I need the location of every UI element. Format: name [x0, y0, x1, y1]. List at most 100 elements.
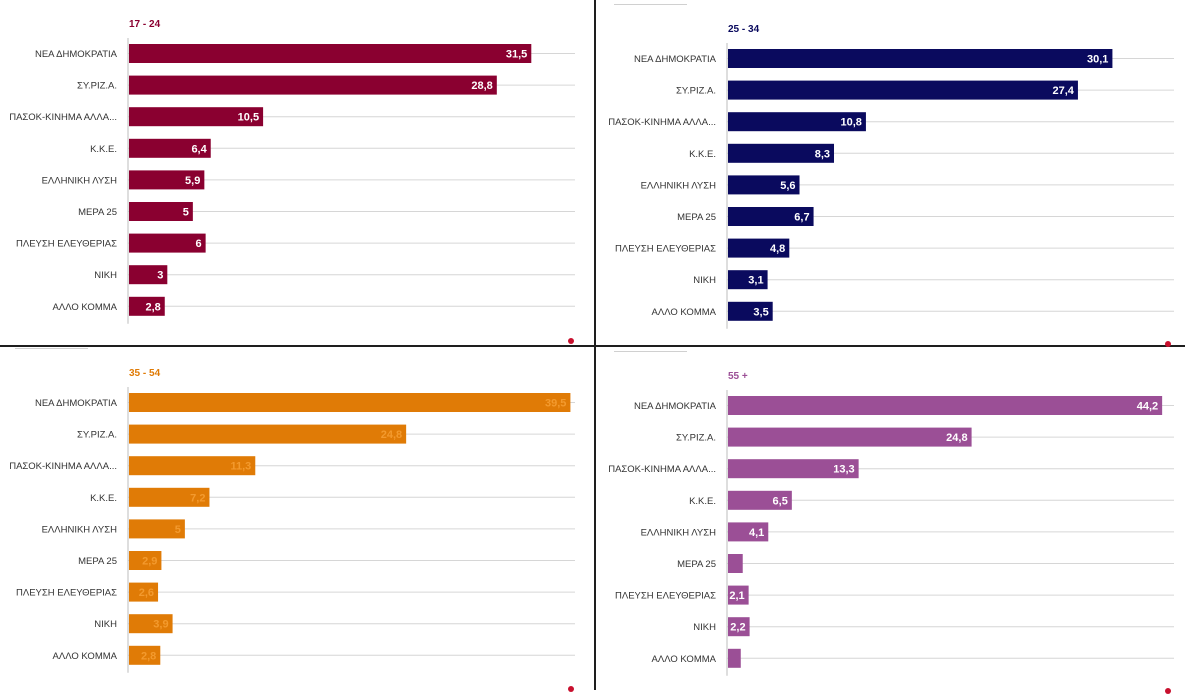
data-label: 11,3: [230, 461, 251, 473]
data-label: 2,8: [145, 301, 160, 313]
chart-panel-55-plus: 55 + ΝΕΑ ΔΗΜΟΚΡΑΤΙΑ 44,2 ΣΥ.ΡΙΖ.Α. 24,8 ΠΑΣΟΚ…: [596, 347, 1185, 690]
category-label: Κ.Κ.Ε.: [689, 149, 716, 160]
category-label: ΝΙΚΗ: [693, 622, 716, 633]
category-label: ΣΥ.ΡΙΖ.Α.: [77, 430, 117, 441]
category-label: Κ.Κ.Ε.: [689, 496, 716, 507]
category-label: ΜΕΡΑ 25: [677, 559, 716, 570]
bar: [728, 617, 750, 637]
category-label: ΠΑΣΟΚ-ΚΙΝΗΜΑ ΑΛΛΑ...: [608, 117, 716, 128]
data-label: 6,7: [794, 212, 809, 224]
category-label: ΕΛΛΗΝΙΚΗ ΛΥΣΗ: [641, 527, 717, 538]
data-label: 27,4: [1053, 85, 1075, 97]
bar: [129, 44, 532, 63]
data-label: 28,8: [471, 80, 492, 92]
data-label: 6,5: [773, 495, 788, 507]
data-label: 44,2: [1137, 401, 1158, 413]
bar: [728, 175, 800, 195]
panel-divider-horizontal: [0, 345, 1185, 347]
data-label: 3,1: [748, 275, 763, 287]
bar: [728, 585, 749, 605]
bar: [129, 424, 407, 444]
category-label: ΝΙΚΗ: [693, 275, 716, 286]
brand-dot-icon: [1165, 341, 1171, 347]
data-label: 6,4: [191, 143, 207, 155]
bar: [129, 138, 211, 158]
bar: [129, 393, 571, 412]
category-label: ΑΛΛΟ ΚΟΜΜΑ: [53, 302, 118, 313]
category-label: ΕΛΛΗΝΙΚΗ ΛΥΣΗ: [42, 175, 118, 186]
bar: [728, 396, 1163, 415]
bar: [129, 265, 168, 285]
category-label: ΝΕΑ ΔΗΜΟΚΡΑΤΙΑ: [35, 398, 118, 409]
bar: [129, 202, 193, 221]
category-label: ΝΕΑ ΔΗΜΟΚΡΑΤΙΑ: [634, 54, 717, 65]
data-label: 13,3: [833, 464, 854, 476]
bar: [129, 107, 264, 127]
data-label: 4,1: [749, 527, 764, 539]
bar: [129, 296, 165, 316]
bar: [129, 233, 206, 253]
chart-title: 25 - 34: [728, 24, 760, 35]
bar-chart-17-24: 17 - 24 ΝΕΑ ΔΗΜΟΚΡΑΤΙΑ 31,5 ΣΥ.ΡΙΖ.Α. 28,8 ΠΑ…: [9, 19, 575, 324]
category-label: ΠΑΣΟΚ-ΚΙΝΗΜΑ ΑΛΛΑ...: [9, 461, 117, 472]
bar: [728, 238, 790, 258]
chart-title: 17 - 24: [129, 19, 161, 30]
category-label: ΣΥ.ΡΙΖ.Α.: [676, 86, 716, 97]
category-label: ΠΑΣΟΚ-ΚΙΝΗΜΑ ΑΛΛΑ...: [9, 112, 117, 123]
category-label: ΣΥ.ΡΙΖ.Α.: [676, 433, 716, 444]
bar: [728, 207, 814, 226]
bar: [129, 551, 162, 570]
bar: [129, 582, 159, 602]
bar-chart-25-34: 25 - 34 ΝΕΑ ΔΗΜΟΚΡΑΤΙΑ 30,1 ΣΥ.ΡΙΖ.Α. 27,4 ΠΑ…: [608, 24, 1174, 329]
data-label: 3: [157, 270, 163, 282]
bar-chart-35-54: 35 - 54 ΝΕΑ ΔΗΜΟΚΡΑΤΙΑ 39,5 ΣΥ.ΡΙΖ.Α. 24,8 ΠΑ…: [9, 368, 575, 673]
category-label: ΜΕΡΑ 25: [78, 207, 117, 218]
category-label: ΝΕΑ ΔΗΜΟΚΡΑΤΙΑ: [35, 49, 118, 60]
bar: [728, 427, 972, 447]
bar: [728, 554, 743, 573]
category-label: ΝΕΑ ΔΗΜΟΚΡΑΤΙΑ: [634, 401, 717, 412]
bar: [129, 519, 185, 539]
data-label: 8,3: [815, 148, 830, 160]
data-label: 5,6: [780, 180, 795, 192]
category-label: ΑΛΛΟ ΚΟΜΜΑ: [652, 307, 717, 318]
bar: [728, 270, 768, 290]
bar-chart-55-plus: 55 + ΝΕΑ ΔΗΜΟΚΡΑΤΙΑ 44,2 ΣΥ.ΡΙΖ.Α. 24,8 ΠΑΣΟΚ…: [608, 371, 1174, 676]
data-label: 3,9: [153, 619, 168, 631]
category-label: ΠΛΕΥΣΗ ΕΛΕΥΘΕΡΙΑΣ: [16, 239, 117, 250]
data-label: 3,5: [753, 306, 768, 318]
category-label: ΝΙΚΗ: [94, 270, 117, 281]
brand-dot-icon: [568, 686, 574, 692]
category-label: ΜΕΡΑ 25: [677, 212, 716, 223]
data-label: 5: [183, 207, 189, 219]
bar: [129, 456, 256, 476]
data-label: 39,5: [545, 398, 566, 410]
data-label: 5: [175, 524, 181, 536]
bar: [728, 459, 859, 479]
chart-panel-35-54: 35 - 54 ΝΕΑ ΔΗΜΟΚΡΑΤΙΑ 39,5 ΣΥ.ΡΙΖ.Α. 24,8 ΠΑ…: [0, 347, 594, 690]
chart-title: 35 - 54: [129, 368, 161, 379]
bar: [129, 487, 210, 507]
bar: [728, 490, 792, 510]
category-label: ΠΑΣΟΚ-ΚΙΝΗΜΑ ΑΛΛΑ...: [608, 464, 716, 475]
category-label: ΑΛΛΟ ΚΟΜΜΑ: [652, 654, 717, 665]
category-label: ΜΕΡΑ 25: [78, 556, 117, 567]
data-label: 2,8: [141, 650, 156, 662]
category-label: Κ.Κ.Ε.: [90, 493, 117, 504]
category-label: ΑΛΛΟ ΚΟΜΜΑ: [53, 651, 118, 662]
data-label: 5,9: [185, 175, 200, 187]
bar: [129, 614, 173, 634]
data-label: 2,1: [729, 590, 744, 602]
category-label: ΣΥ.ΡΙΖ.Α.: [77, 81, 117, 92]
category-label: ΝΙΚΗ: [94, 619, 117, 630]
data-label: 31,5: [506, 49, 527, 61]
data-label: 30,1: [1087, 54, 1108, 66]
bar: [728, 301, 773, 321]
brand-dot-icon: [568, 338, 574, 344]
bar: [728, 49, 1113, 68]
data-label: 24,8: [381, 429, 402, 441]
category-label: ΠΛΕΥΣΗ ΕΛΕΥΘΕΡΙΑΣ: [16, 588, 117, 599]
data-label: 24,8: [946, 432, 967, 444]
data-label: 10,5: [238, 112, 259, 124]
top-rule: [614, 4, 687, 5]
